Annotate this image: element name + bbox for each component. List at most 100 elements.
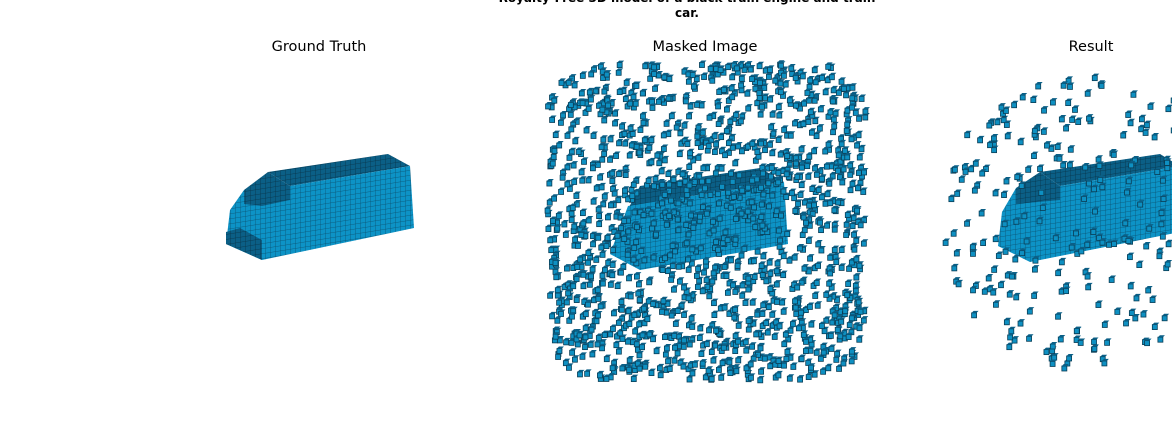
voxel	[669, 263, 676, 270]
voxel	[681, 312, 687, 318]
voxel	[626, 306, 634, 309]
voxel	[831, 85, 839, 88]
voxel	[611, 310, 617, 317]
voxel	[778, 211, 786, 214]
voxel	[713, 139, 721, 142]
voxel	[625, 226, 633, 229]
voxel	[843, 232, 850, 238]
voxel	[664, 220, 672, 223]
voxel	[585, 105, 592, 112]
voxel	[741, 244, 749, 247]
voxel	[676, 262, 684, 265]
voxel	[728, 169, 736, 172]
voxel	[801, 227, 808, 234]
voxel	[763, 320, 770, 327]
voxel	[706, 113, 714, 116]
voxel	[1137, 200, 1145, 203]
voxel	[1125, 178, 1132, 185]
voxel	[1026, 308, 1033, 315]
voxel	[1132, 155, 1140, 158]
voxel	[732, 160, 739, 167]
voxel	[830, 307, 838, 310]
voxel	[585, 248, 593, 251]
voxel	[599, 280, 606, 287]
voxel	[775, 168, 783, 171]
voxel	[1154, 167, 1162, 170]
voxel	[776, 102, 784, 105]
voxel	[781, 362, 787, 369]
voxel	[689, 368, 697, 371]
voxel	[844, 292, 851, 299]
voxel	[1156, 253, 1163, 260]
voxel	[1011, 100, 1019, 103]
voxel	[694, 100, 702, 103]
voxel	[783, 194, 790, 201]
voxel	[849, 95, 856, 102]
voxel	[767, 284, 775, 287]
voxel	[689, 290, 697, 293]
voxel	[745, 183, 753, 186]
voxel	[848, 136, 855, 143]
voxel	[718, 116, 726, 119]
voxel	[621, 234, 629, 237]
voxel	[723, 273, 730, 280]
voxel	[699, 177, 707, 180]
voxel	[826, 280, 833, 287]
voxel	[816, 125, 823, 132]
voxel	[1092, 207, 1100, 210]
voxel	[1125, 110, 1133, 113]
voxel	[807, 335, 815, 338]
voxel	[862, 114, 869, 121]
voxel	[1109, 275, 1117, 278]
voxel	[767, 353, 775, 356]
voxel	[590, 165, 596, 172]
voxel	[662, 208, 670, 211]
voxel	[551, 96, 559, 99]
voxel	[993, 188, 1001, 191]
voxel	[994, 117, 1002, 120]
voxel	[1121, 234, 1129, 237]
voxel	[590, 265, 598, 268]
voxel	[651, 69, 659, 72]
voxel	[853, 281, 861, 284]
voxel	[1164, 261, 1171, 268]
voxel	[654, 346, 662, 349]
voxel	[607, 156, 613, 163]
voxel	[781, 72, 787, 79]
voxel	[568, 217, 575, 223]
voxel	[1058, 259, 1065, 266]
voxel	[745, 207, 753, 210]
voxel	[1142, 130, 1149, 136]
voxel	[1127, 283, 1134, 290]
voxel	[1140, 310, 1148, 313]
voxel	[712, 170, 719, 177]
voxel	[623, 79, 630, 86]
voxel	[588, 96, 594, 103]
voxel	[1136, 262, 1143, 268]
voxel	[842, 146, 850, 149]
voxel	[748, 199, 755, 206]
voxel	[763, 276, 771, 279]
voxel	[686, 376, 693, 383]
voxel	[991, 147, 998, 154]
voxel	[959, 175, 967, 178]
voxel	[572, 80, 580, 83]
voxel	[585, 300, 593, 303]
voxel	[819, 194, 825, 201]
voxel	[568, 100, 576, 103]
voxel	[659, 180, 667, 183]
voxel	[691, 82, 699, 85]
voxel	[725, 189, 732, 196]
voxel	[739, 146, 747, 149]
voxel	[1009, 272, 1017, 275]
voxel	[708, 73, 716, 76]
voxel	[700, 163, 708, 166]
voxel	[793, 73, 801, 76]
voxel	[855, 132, 862, 139]
voxel	[808, 363, 816, 366]
voxel	[1111, 150, 1119, 153]
voxel	[728, 203, 736, 206]
voxel	[817, 124, 825, 127]
voxel	[793, 159, 801, 162]
voxel	[1078, 246, 1086, 249]
